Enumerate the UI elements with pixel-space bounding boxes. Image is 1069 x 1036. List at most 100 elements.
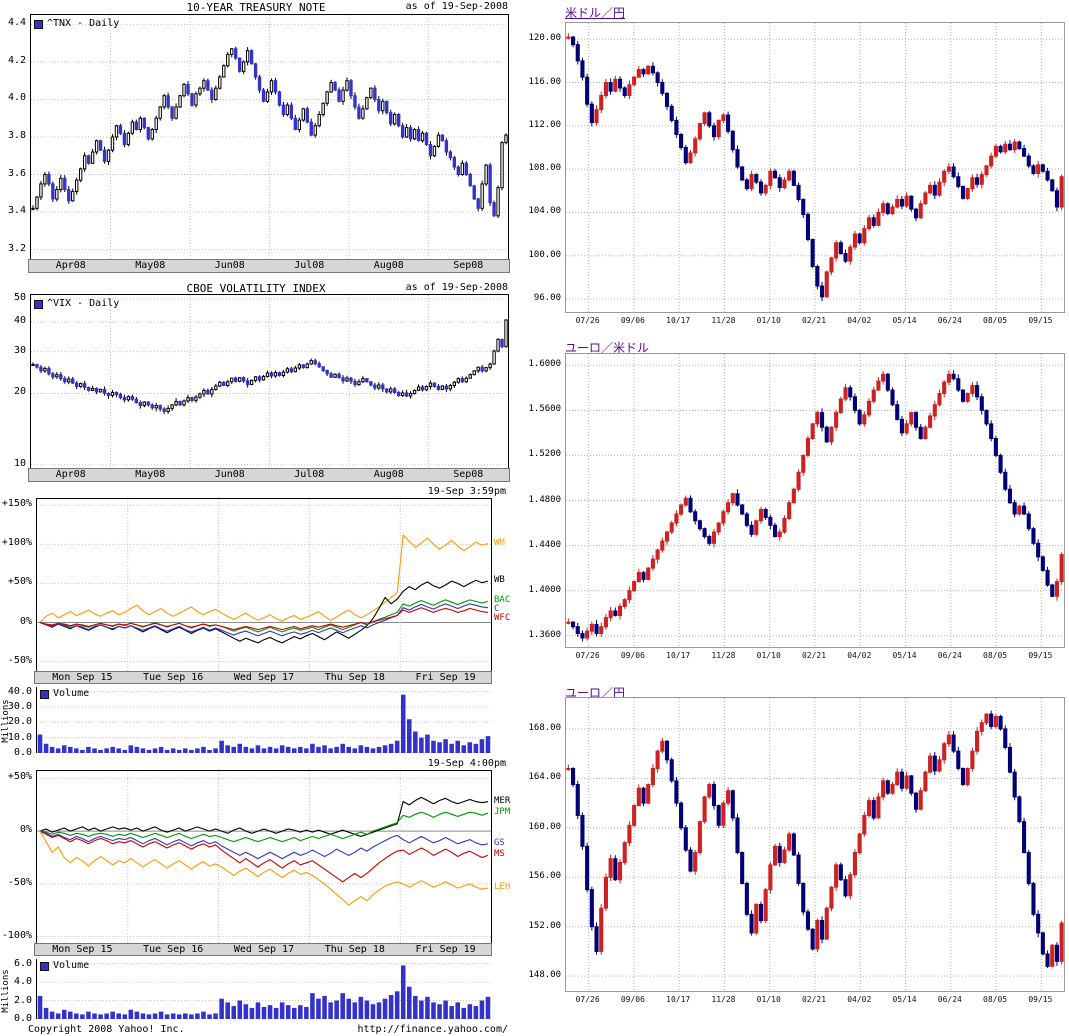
x-tick-label: 09/15 xyxy=(1028,651,1053,660)
plot-area xyxy=(36,498,492,672)
plot-area xyxy=(30,14,509,260)
series-label-WM: WM xyxy=(494,537,505,548)
x-tick-label: Fri Sep 19 xyxy=(415,944,476,955)
x-tick-label: Apr08 xyxy=(55,260,86,271)
eurjpy-chart: ユーロ／円 168.00 164.00 160.00 156.00 152.00 148.… xyxy=(520,681,1069,1035)
y-tick-label: 0.0 xyxy=(13,1013,32,1024)
plot-area xyxy=(30,294,509,469)
source-url[interactable]: http://finance.yahoo.com/ xyxy=(357,1024,508,1035)
series-label-WFC: WFC xyxy=(494,613,511,624)
chart-timestamp: 19-Sep 4:00pm xyxy=(427,758,506,769)
y-tick-label: 116.00 xyxy=(528,76,561,87)
x-tick-label: 08/05 xyxy=(983,316,1008,325)
series-label-WB: WB xyxy=(494,575,505,586)
legend-swatch-icon xyxy=(40,689,49,699)
y-tick-label: 96.00 xyxy=(533,293,561,303)
x-tick-label: Thu Sep 18 xyxy=(324,944,385,955)
y-tick-label: 3.4 xyxy=(7,205,26,217)
tnx-chart: 10-YEAR TREASURY NOTE as of 19-Sep-2008 … xyxy=(0,0,512,278)
x-tick-label: Sep08 xyxy=(453,260,484,271)
x-tick-label: 04/02 xyxy=(847,995,872,1004)
y-tick-label: 1.4000 xyxy=(528,584,561,595)
legend-swatch-icon xyxy=(34,19,43,29)
as-of-date: as of 19-Sep-2008 xyxy=(405,1,508,12)
x-tick-label: Aug08 xyxy=(373,469,404,480)
chart-timestamp: 19-Sep 3:59pm xyxy=(427,486,506,497)
y-tick-label: 112.00 xyxy=(528,119,561,130)
x-tick-label: 10/17 xyxy=(666,316,691,325)
series-label-BAC: BAC xyxy=(494,595,511,606)
y-tick-label: 0% xyxy=(19,824,32,836)
x-tick-label: May08 xyxy=(135,469,166,480)
x-tick-label: 01/10 xyxy=(756,316,781,325)
x-tick-label: 09/06 xyxy=(620,651,645,660)
ibanks_volume-svg xyxy=(37,963,491,1020)
x-tick-label: 06/24 xyxy=(937,995,962,1004)
plot-area xyxy=(565,22,1065,313)
series-label-MER: MER xyxy=(494,795,511,806)
y-tick-label: 152.00 xyxy=(528,920,561,931)
y-tick-label: 164.00 xyxy=(528,772,561,783)
ibanks-percent-chart: 19-Sep 4:00pm Mon Sep 15 Tue Sep 16 Wed Se… xyxy=(0,758,512,956)
y-tick-label: 40 xyxy=(13,315,26,327)
banks-svg xyxy=(37,499,491,671)
legend: ^VIX - Daily xyxy=(34,299,119,309)
y-tick-label: 40.0 xyxy=(7,685,32,697)
y-tick-label: 1.5200 xyxy=(528,449,561,460)
y-tick-label: 3.2 xyxy=(7,242,26,254)
plot-area xyxy=(36,770,492,944)
x-tick-label: Fri Sep 19 xyxy=(415,672,476,683)
y-tick-label: 4.4 xyxy=(7,17,26,29)
y-tick-label: 3.6 xyxy=(7,167,26,179)
y-tick-label: -50% xyxy=(7,876,32,888)
banks-percent-chart: 19-Sep 3:59pm Mon Sep 15 Tue Sep 16 Wed Se… xyxy=(0,486,512,684)
x-tick-label: 10/17 xyxy=(666,995,691,1004)
legend: Volume xyxy=(40,961,89,971)
x-tick-label: May08 xyxy=(135,260,166,271)
y-tick-label: 108.00 xyxy=(528,163,561,174)
y-tick-label: 100.00 xyxy=(528,249,561,260)
y-tick-label: 50 xyxy=(13,292,26,304)
legend-label: Volume xyxy=(53,960,90,971)
y-tick-label: 104.00 xyxy=(528,206,561,217)
y-axis-title: Millions xyxy=(1,699,11,743)
usdjpy-title-link[interactable]: 米ドル／円 xyxy=(565,6,626,20)
y-tick-label: 10 xyxy=(13,457,26,469)
ibanks-volume-chart: Volume Millions 6.0 4.0 2.0 0.0 xyxy=(0,956,512,1024)
x-tick-label: Thu Sep 18 xyxy=(324,672,385,683)
x-tick-label: 05/14 xyxy=(892,316,917,325)
x-tick-label: Tue Sep 16 xyxy=(143,672,204,683)
plot-area xyxy=(36,959,491,1020)
y-tick-label: 3.8 xyxy=(7,130,26,141)
chart-footer: Copyright 2008 Yahoo! Inc. http://financ… xyxy=(0,1024,512,1036)
eurjpy-svg xyxy=(566,698,1064,991)
y-tick-label: +150% xyxy=(1,498,32,510)
banks-volume-chart: Volume Millions 40.0 30.0 20.0 10.0 0.0 xyxy=(0,684,512,758)
y-tick-label: 156.00 xyxy=(528,871,561,882)
x-tick-label: 06/24 xyxy=(937,651,962,660)
eurusd-title-link[interactable]: ユーロ／米ドル xyxy=(565,341,650,355)
y-tick-label: 160.00 xyxy=(528,821,561,832)
chart-title: 10-YEAR TREASURY NOTE xyxy=(186,1,326,14)
x-tick-label: 01/10 xyxy=(756,995,781,1004)
x-tick-label: Wed Sep 17 xyxy=(233,944,295,955)
y-tick-label: -50% xyxy=(7,654,32,666)
eurusd-chart: ユーロ／米ドル 1.6000 1.5600 1.5200 1.4800 1.4400 1.… xyxy=(520,336,1069,681)
x-tick-label: 09/15 xyxy=(1028,316,1053,325)
legend: Volume xyxy=(40,689,89,699)
x-tick-label: Jun08 xyxy=(214,469,245,480)
series-label-JPM: JPM xyxy=(494,807,511,818)
series-label-LEH: LEH xyxy=(494,882,511,893)
copyright-text: Copyright 2008 Yahoo! Inc. xyxy=(28,1024,185,1035)
vix-svg xyxy=(31,295,508,468)
legend-label: ^VIX - Daily xyxy=(47,298,120,309)
x-tick-label: 07/26 xyxy=(575,316,600,325)
y-axis-title: Millions xyxy=(1,969,11,1013)
eurjpy-title-link[interactable]: ユーロ／円 xyxy=(565,686,626,700)
x-tick-label: 08/05 xyxy=(983,651,1008,660)
y-tick-label: 4.0 xyxy=(13,976,32,988)
usdjpy-chart: 米ドル／円 120.00 116.00 112.00 108.00 104.00 100.… xyxy=(520,0,1069,336)
legend-label: ^TNX - Daily xyxy=(47,18,120,29)
y-tick-label: 30 xyxy=(13,344,26,356)
plot-area xyxy=(565,353,1065,648)
